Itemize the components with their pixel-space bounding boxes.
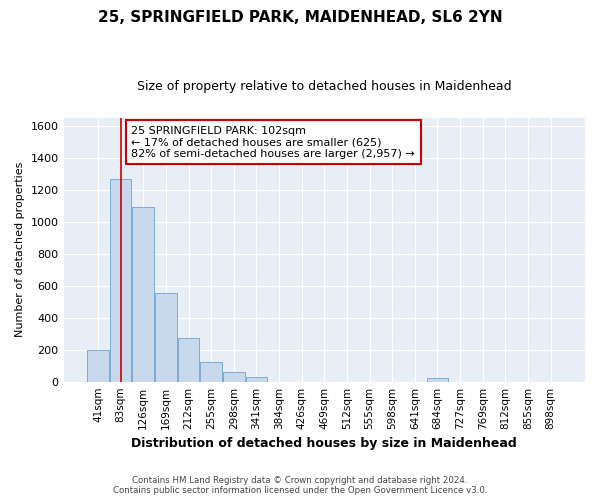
Text: Contains HM Land Registry data © Crown copyright and database right 2024.
Contai: Contains HM Land Registry data © Crown c…: [113, 476, 487, 495]
Bar: [133, 206, 154, 382]
Bar: [87, 350, 109, 382]
Y-axis label: Number of detached properties: Number of detached properties: [15, 162, 25, 338]
Bar: [155, 293, 176, 382]
X-axis label: Distribution of detached houses by size in Maidenhead: Distribution of detached houses by size …: [131, 437, 517, 450]
Bar: [245, 377, 267, 382]
Title: Size of property relative to detached houses in Maidenhead: Size of property relative to detached ho…: [137, 80, 512, 93]
Bar: [200, 362, 222, 382]
Bar: [178, 338, 199, 382]
Bar: [110, 178, 131, 382]
Text: 25, SPRINGFIELD PARK, MAIDENHEAD, SL6 2YN: 25, SPRINGFIELD PARK, MAIDENHEAD, SL6 2Y…: [98, 10, 502, 25]
Bar: [427, 378, 448, 382]
Text: 25 SPRINGFIELD PARK: 102sqm
← 17% of detached houses are smaller (625)
82% of se: 25 SPRINGFIELD PARK: 102sqm ← 17% of det…: [131, 126, 415, 159]
Bar: [223, 372, 245, 382]
